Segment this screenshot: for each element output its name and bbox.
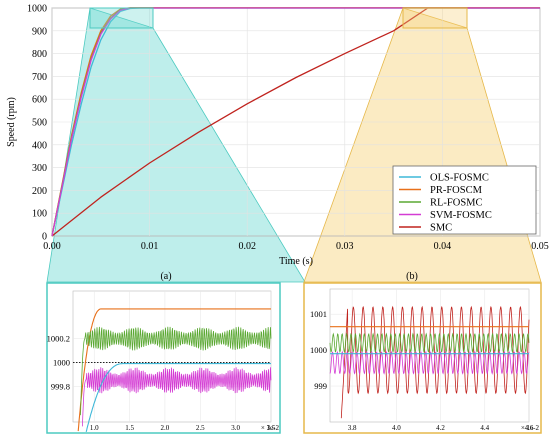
caption-b: (b) <box>406 271 418 282</box>
main-y-tick-label: 800 <box>32 49 47 60</box>
inset-y-tick-label: 1001 <box>310 309 327 319</box>
inset-b-x-unit: × 1e-2 <box>521 424 540 432</box>
main-y-tick-label: 900 <box>32 26 47 37</box>
inset-x-tick-label: 3.8 <box>348 424 357 432</box>
zoom-region-b <box>402 7 468 29</box>
main-x-tick-labels: 0.00 0.01 0.02 0.03 0.04 0.05 <box>43 241 549 252</box>
inset-x-tick-label: 4.4 <box>480 424 489 432</box>
legend-entry: OLS-FOSMC <box>430 173 489 184</box>
inset-series-line-rl-fosmc <box>329 332 530 354</box>
inset-y-tick-label: 1000 <box>310 345 327 355</box>
inset-series-line-ols-fosmc <box>85 363 271 433</box>
y-axis-label: Speed (rpm) <box>6 97 17 147</box>
main-y-tick-label: 400 <box>32 140 47 151</box>
inset-a-x-tick-labels: 1.0 1.5 2.0 2.5 3.0 3.5 <box>90 424 276 432</box>
inset-a-y-tick-labels: 1000.2 1000 999.8 <box>47 334 70 392</box>
inset-y-tick-label: 1000.2 <box>47 334 70 344</box>
inset-b: 3.8 4.0 4.2 4.4 4.6 1001 1000 999 × 1e-2 <box>303 282 542 434</box>
main-x-tick-label: 0.04 <box>434 241 452 252</box>
inset-series-line-svm-fosmc <box>82 367 272 427</box>
inset-series-line-svm-fosmc <box>329 350 530 375</box>
main-y-tick-label: 300 <box>32 163 47 174</box>
legend-box <box>392 165 537 235</box>
inset-x-tick-label: 3.5 <box>267 424 276 432</box>
legend-entry: RL-FOSMC <box>430 198 483 209</box>
main-y-tick-labels: 0 100 200 300 400 500 600 700 800 900 1000 <box>27 4 47 243</box>
inset-b-series <box>329 305 530 419</box>
legend-entry: SMC <box>430 223 452 234</box>
main-x-tick-label: 0.01 <box>141 241 159 252</box>
main-y-tick-label: 100 <box>32 209 47 220</box>
inset-a-x-unit: × 1e-2 <box>261 424 280 432</box>
main-y-tick-label: 600 <box>32 95 47 106</box>
inset-a-series <box>73 308 272 433</box>
inset-x-tick-label: 4.0 <box>392 424 401 432</box>
inset-x-tick-label: 2.5 <box>196 424 205 432</box>
legend-entry: SVM-FOSMC <box>430 210 492 221</box>
main-y-tick-label: 200 <box>32 186 47 197</box>
zoom-region-a <box>89 7 154 29</box>
main-y-tick-label: 500 <box>32 118 47 129</box>
x-axis-label: Time (s) <box>279 256 313 267</box>
main-y-tick-label: 700 <box>32 72 47 83</box>
inset-y-tick-label: 999.8 <box>51 381 70 391</box>
main-x-tick-label: 0.00 <box>43 241 61 252</box>
inset-b-y-tick-labels: 1001 1000 999 <box>310 309 327 391</box>
inset-a: 1.0 1.5 2.0 2.5 3.0 3.5 1000.2 1000 999.8 × 1e-… <box>46 282 281 434</box>
inset-x-tick-label: 3.0 <box>231 424 240 432</box>
main-x-tick-label: 0.02 <box>238 241 256 252</box>
inset-x-tick-label: 1.5 <box>125 424 134 432</box>
inset-y-tick-label: 999 <box>314 381 327 391</box>
main-y-tick-label: 1000 <box>27 4 47 15</box>
inset-b-x-tick-labels: 3.8 4.0 4.2 4.4 4.6 <box>348 424 534 432</box>
inset-y-tick-label: 1000 <box>53 357 70 367</box>
inset-x-tick-label: 4.2 <box>436 424 445 432</box>
inset-x-tick-label: 4.6 <box>525 424 534 432</box>
inset-x-tick-label: 1.0 <box>90 424 99 432</box>
inset-x-tick-label: 2.0 <box>161 424 170 432</box>
inset-a-border <box>46 282 281 434</box>
inset-series-line-pr-foscm <box>77 308 271 432</box>
main-x-tick-label: 0.05 <box>531 241 549 252</box>
legend-entry: PR-FOSCM <box>430 185 483 196</box>
caption-a: (a) <box>160 271 171 282</box>
main-x-tick-label: 0.03 <box>336 241 354 252</box>
main-y-tick-label: 0 <box>42 232 47 243</box>
inset-series-line-rl-fosmc <box>80 326 272 416</box>
main-series-line-smc <box>51 7 540 237</box>
